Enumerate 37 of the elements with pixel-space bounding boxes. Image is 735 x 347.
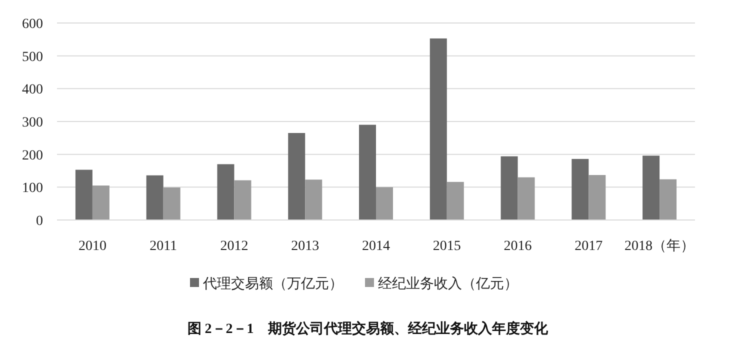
x-tick-label: 2015 — [432, 239, 461, 254]
bar — [430, 38, 447, 220]
y-tick-label: 200 — [22, 148, 43, 164]
text: 图 2－2－1 期货公司代理交易额、经纪业务收入年度变化 — [187, 320, 549, 337]
bar — [146, 175, 164, 220]
x-tick-label: 2014 — [362, 239, 390, 254]
x-tick-label: 2017 — [574, 239, 603, 254]
bar — [572, 158, 589, 220]
bar — [446, 182, 464, 220]
y-tick-label: 0 — [36, 214, 43, 229]
x-tick-label: 2018（年） — [624, 238, 695, 254]
x-tick-label: 2011 — [150, 239, 178, 254]
x-tick-label: 2013 — [291, 239, 320, 254]
bar — [163, 187, 180, 220]
bar — [588, 175, 606, 220]
bar — [642, 156, 660, 220]
x-tick-label: 2010 — [78, 239, 106, 254]
bar — [75, 170, 92, 220]
bar — [305, 180, 322, 220]
y-tick-label: 400 — [22, 82, 43, 98]
y-tick-label: 500 — [22, 50, 43, 65]
bar — [288, 132, 306, 220]
bar — [500, 156, 518, 220]
legend-label: 经纪业务收入（亿元） — [378, 276, 518, 292]
bar — [234, 180, 252, 220]
bar — [359, 124, 376, 220]
y-tick-label: 600 — [22, 17, 43, 32]
legend-label: 代理交易额（万亿元） — [202, 276, 343, 292]
bar — [518, 177, 535, 220]
y-tick-label: 100 — [22, 181, 43, 196]
x-tick-label: 2016 — [504, 239, 532, 254]
x-tick-label: 2012 — [220, 239, 248, 254]
y-tick-label: 300 — [22, 116, 43, 130]
bar — [217, 164, 234, 220]
bar — [660, 179, 677, 220]
bar — [92, 186, 110, 220]
bar — [376, 187, 393, 220]
